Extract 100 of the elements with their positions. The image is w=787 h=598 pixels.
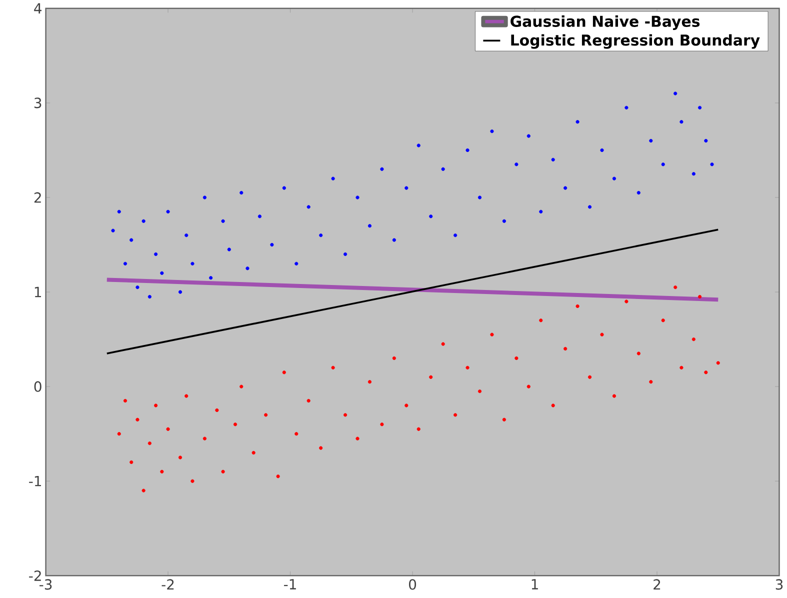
point (240, 191, 244, 195)
y-tick-label: -2 (29, 570, 41, 582)
point (441, 168, 445, 172)
point (270, 243, 274, 247)
point (478, 390, 482, 394)
point (551, 158, 555, 162)
point (404, 186, 408, 190)
point (154, 404, 158, 408)
point (539, 210, 543, 214)
point (178, 290, 182, 294)
point (454, 234, 458, 238)
point (130, 238, 134, 242)
point (227, 248, 231, 252)
x-tick-label: 2 (654, 579, 660, 590)
point (502, 220, 506, 224)
point (142, 220, 146, 224)
point (356, 436, 360, 441)
point (526, 134, 530, 138)
point (416, 428, 420, 432)
point (514, 356, 518, 360)
y-tick-label: 4 (34, 4, 42, 14)
x-tick-label: 0 (409, 579, 416, 590)
point (692, 338, 696, 342)
point (680, 120, 684, 124)
point (148, 295, 152, 299)
point (698, 295, 702, 299)
point (514, 162, 518, 166)
point (294, 432, 298, 436)
point (343, 413, 348, 417)
point (190, 480, 194, 484)
point (716, 361, 720, 365)
point (294, 262, 298, 266)
point (160, 470, 164, 474)
point (466, 148, 470, 152)
point (416, 144, 420, 148)
point (490, 332, 494, 337)
point (136, 418, 140, 422)
point (710, 162, 714, 166)
point (490, 130, 494, 134)
point (649, 380, 653, 384)
point (215, 408, 219, 412)
point (576, 120, 580, 124)
point (564, 347, 568, 351)
point (466, 366, 470, 370)
point (184, 394, 188, 398)
point (680, 366, 684, 370)
point (258, 214, 262, 218)
point (282, 370, 286, 374)
point (202, 436, 206, 441)
point (331, 176, 335, 181)
point (142, 488, 146, 493)
point (674, 286, 678, 290)
point (356, 196, 360, 200)
point (233, 422, 238, 426)
point (221, 220, 225, 224)
point (661, 318, 665, 322)
point (246, 266, 250, 270)
point (111, 228, 115, 233)
point (368, 224, 372, 228)
point (123, 262, 128, 266)
point (674, 92, 678, 96)
point (704, 370, 708, 374)
point (636, 352, 640, 356)
point (588, 376, 592, 380)
point (184, 234, 188, 238)
legend-label: Gaussian Naive -Bayes (510, 16, 700, 30)
point (454, 413, 458, 417)
point (698, 106, 702, 110)
point (202, 196, 206, 200)
point (404, 404, 408, 408)
point (612, 394, 616, 398)
y-tick-label: 2 (34, 192, 41, 203)
point (264, 413, 268, 417)
point (240, 384, 244, 389)
point (661, 162, 665, 166)
x-tick-label: 3 (776, 579, 783, 590)
point (600, 332, 604, 337)
point (624, 106, 628, 110)
point (136, 286, 140, 290)
point (343, 252, 348, 256)
point (576, 304, 580, 308)
point (478, 196, 482, 200)
point (380, 168, 384, 172)
point (306, 205, 310, 209)
point (649, 139, 653, 143)
point (380, 422, 384, 426)
y-tick-label: 1 (34, 287, 41, 298)
point (123, 399, 128, 403)
point (564, 186, 568, 190)
point (148, 442, 152, 446)
point (178, 456, 182, 460)
legend-label: Logistic Regression Boundary (511, 34, 760, 49)
point (331, 366, 335, 370)
y-tick-label: 3 (34, 98, 42, 108)
point (526, 384, 530, 389)
point (704, 139, 708, 143)
point (429, 376, 433, 380)
point (692, 172, 696, 176)
point (600, 148, 604, 152)
point (636, 191, 640, 195)
